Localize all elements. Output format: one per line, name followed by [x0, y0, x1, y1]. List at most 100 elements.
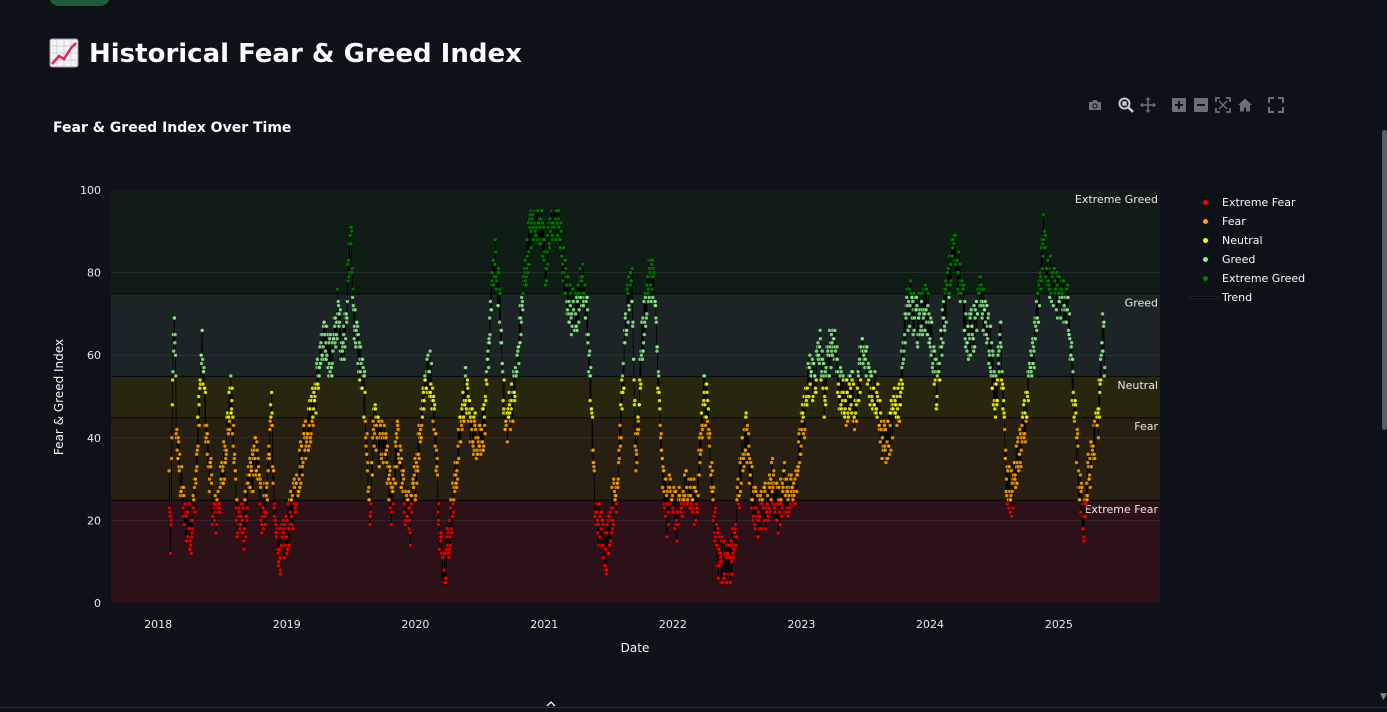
extreme-greed-point	[539, 208, 544, 213]
neutral-point	[226, 414, 231, 420]
extreme-fear-point	[168, 518, 174, 523]
fear-point	[671, 485, 677, 490]
greed-point	[170, 369, 176, 374]
greed-point	[329, 365, 334, 370]
extreme-fear-point	[447, 518, 452, 523]
x-tick-label: 2020	[401, 618, 429, 631]
greed-point	[644, 311, 649, 317]
greed-point	[640, 357, 645, 362]
zoom-button[interactable]	[1115, 94, 1137, 116]
fear-point	[778, 476, 783, 482]
legend-item[interactable]: Extreme Greed	[1190, 269, 1305, 288]
legend-item[interactable]: Neutral	[1190, 231, 1305, 250]
greed-point	[200, 357, 205, 362]
fear-point	[292, 485, 297, 490]
greed-point	[807, 353, 813, 358]
fear-point	[205, 431, 210, 436]
extreme-fear-point	[402, 522, 408, 527]
extreme-fear-point	[409, 509, 414, 515]
extreme-greed-point	[1045, 258, 1050, 263]
fear-point	[215, 489, 221, 494]
greed-point	[1067, 336, 1073, 341]
neutral-point	[699, 410, 704, 416]
extreme-fear-point	[729, 559, 734, 564]
fear-point	[295, 493, 301, 498]
extreme-fear-point	[787, 505, 792, 511]
fear-point	[762, 489, 767, 494]
greed-point	[485, 357, 490, 362]
greed-point	[1070, 369, 1076, 374]
fear-point	[374, 448, 379, 453]
greed-point	[974, 299, 979, 304]
greed-point	[993, 373, 999, 379]
extreme-fear-point	[240, 530, 245, 535]
fear-point	[749, 464, 755, 469]
extreme-fear-point	[718, 551, 723, 556]
zoom-in-button[interactable]	[1168, 94, 1190, 116]
neutral-point	[512, 390, 517, 395]
scroll-down-arrow[interactable]: ▼	[1380, 692, 1387, 702]
extreme-greed-point	[950, 245, 955, 251]
fear-point	[743, 448, 748, 453]
extreme-fear-point	[737, 505, 742, 511]
zoom-out-button[interactable]	[1190, 94, 1212, 116]
fear-point	[660, 464, 666, 469]
greed-point	[1098, 357, 1103, 362]
fear-point	[635, 431, 640, 436]
neutral-point	[632, 402, 637, 407]
fear-point	[470, 443, 476, 449]
greed-point	[587, 348, 592, 354]
fear-point	[707, 431, 712, 436]
fear-point	[768, 497, 774, 502]
extreme-greed-point	[349, 224, 354, 230]
greed-point	[1028, 365, 1033, 370]
reset-axes-button[interactable]	[1234, 94, 1256, 116]
greed-point	[588, 373, 593, 379]
fear-point	[220, 468, 225, 473]
greed-point	[988, 365, 993, 370]
extreme-fear-point	[449, 526, 454, 531]
top-pill-button[interactable]	[49, 0, 110, 6]
fear-point	[433, 468, 439, 473]
extreme-greed-point	[1053, 286, 1058, 292]
legend-item[interactable]: Extreme Fear	[1190, 193, 1305, 212]
neutral-point	[743, 410, 749, 416]
greed-point	[970, 332, 975, 337]
fear-point	[393, 481, 398, 486]
legend-item[interactable]: Trend	[1190, 288, 1305, 307]
pan-button[interactable]	[1137, 94, 1159, 116]
greed-point	[320, 344, 326, 350]
greed-point	[344, 315, 350, 321]
autoscale-button[interactable]	[1212, 94, 1234, 116]
fullscreen-button[interactable]	[1265, 94, 1287, 116]
neutral-point	[858, 390, 863, 395]
extreme-greed-point	[491, 258, 496, 263]
extreme-greed-point	[547, 245, 552, 251]
download-png-button[interactable]	[1084, 94, 1106, 116]
greed-point	[639, 353, 644, 358]
neutral-point	[469, 406, 475, 412]
greed-point	[941, 315, 946, 321]
neutral-point	[892, 398, 898, 403]
extreme-fear-point	[712, 509, 717, 515]
extreme-fear-point	[450, 501, 456, 507]
extreme-fear-point	[261, 526, 266, 531]
legend-item[interactable]: Greed	[1190, 250, 1305, 269]
greed-point	[1100, 311, 1105, 317]
greed-point	[820, 348, 825, 354]
chevron-up-icon[interactable]	[544, 697, 558, 711]
extreme-fear-point	[290, 526, 296, 531]
fear-point	[300, 460, 306, 465]
extreme-greed-point	[541, 258, 547, 263]
page-scrollbar[interactable]	[1382, 130, 1387, 430]
neutral-point	[465, 377, 470, 383]
fear-point	[1088, 439, 1094, 445]
legend-item[interactable]: Fear	[1190, 212, 1305, 231]
greed-point	[626, 303, 631, 308]
extreme-fear-point	[284, 551, 289, 556]
greed-point	[199, 361, 204, 366]
neutral-point	[459, 406, 464, 412]
neutral-point	[835, 390, 840, 395]
